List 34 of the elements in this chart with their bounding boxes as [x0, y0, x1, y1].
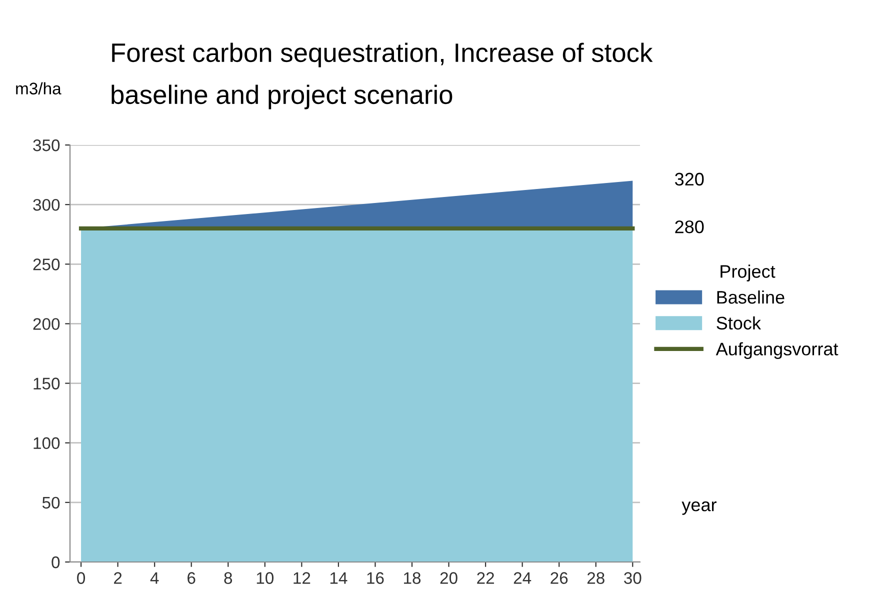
legend-label: Baseline [717, 290, 784, 304]
legend-label: Aufgangsvorrat [716, 342, 838, 360]
y-tick-label: 150 [34, 378, 60, 390]
x-tick-label: 26 [550, 572, 568, 584]
x-tick-label: 16 [367, 572, 384, 584]
chart-subtitle: baseline and project scenario [112, 84, 452, 110]
legend-title: Project [720, 264, 776, 282]
x-tick-label: 2 [114, 572, 122, 584]
x-tick-label: 20 [440, 572, 458, 584]
x-tick-label: 18 [404, 572, 421, 584]
x-tick-label: 30 [624, 572, 642, 584]
y-tick-label: 200 [33, 318, 60, 330]
x-tick-label: 12 [294, 572, 310, 584]
x-tick-label: 4 [150, 572, 159, 584]
x-tick-label: 22 [477, 572, 494, 584]
y-tick-label: 250 [33, 258, 60, 270]
x-tick-label: 14 [330, 572, 348, 584]
x-tick-label: 28 [587, 572, 604, 584]
chart-title: Forest carbon sequestration, Increase of stock [112, 42, 653, 68]
y-tick-label: 350 [33, 139, 60, 152]
x-axis-title: year [682, 501, 716, 515]
y-tick-label: 50 [42, 496, 60, 509]
annotation: 320 [675, 172, 704, 186]
legend-label: Stock [716, 316, 762, 330]
y-tick-label: 300 [33, 198, 60, 211]
annotation: 280 [675, 220, 704, 234]
x-tick-label: 6 [188, 572, 196, 584]
y-axis-title: m3/ha [16, 82, 62, 94]
x-tick-label: 10 [256, 572, 274, 584]
x-tick-label: 0 [77, 572, 86, 584]
x-tick-label: 24 [514, 572, 532, 584]
y-tick-label: 0 [52, 556, 60, 568]
x-tick-label: 8 [224, 572, 232, 584]
y-tick-label: 100 [34, 437, 60, 450]
